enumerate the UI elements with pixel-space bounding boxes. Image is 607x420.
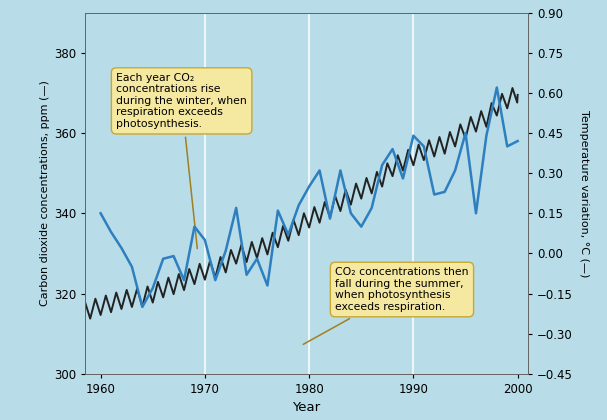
Y-axis label: Carbon dioxide concentrations, ppm (—): Carbon dioxide concentrations, ppm (—) [39, 80, 50, 306]
Text: CO₂ concentrations then
fall during the summer,
when photosynthesis
exceeds resp: CO₂ concentrations then fall during the … [304, 267, 469, 344]
Text: Each year CO₂
concentrations rise
during the winter, when
respiration exceeds
ph: Each year CO₂ concentrations rise during… [117, 73, 247, 249]
Y-axis label: Temperature variation, °C (—): Temperature variation, °C (—) [578, 110, 589, 277]
X-axis label: Year: Year [293, 402, 320, 415]
